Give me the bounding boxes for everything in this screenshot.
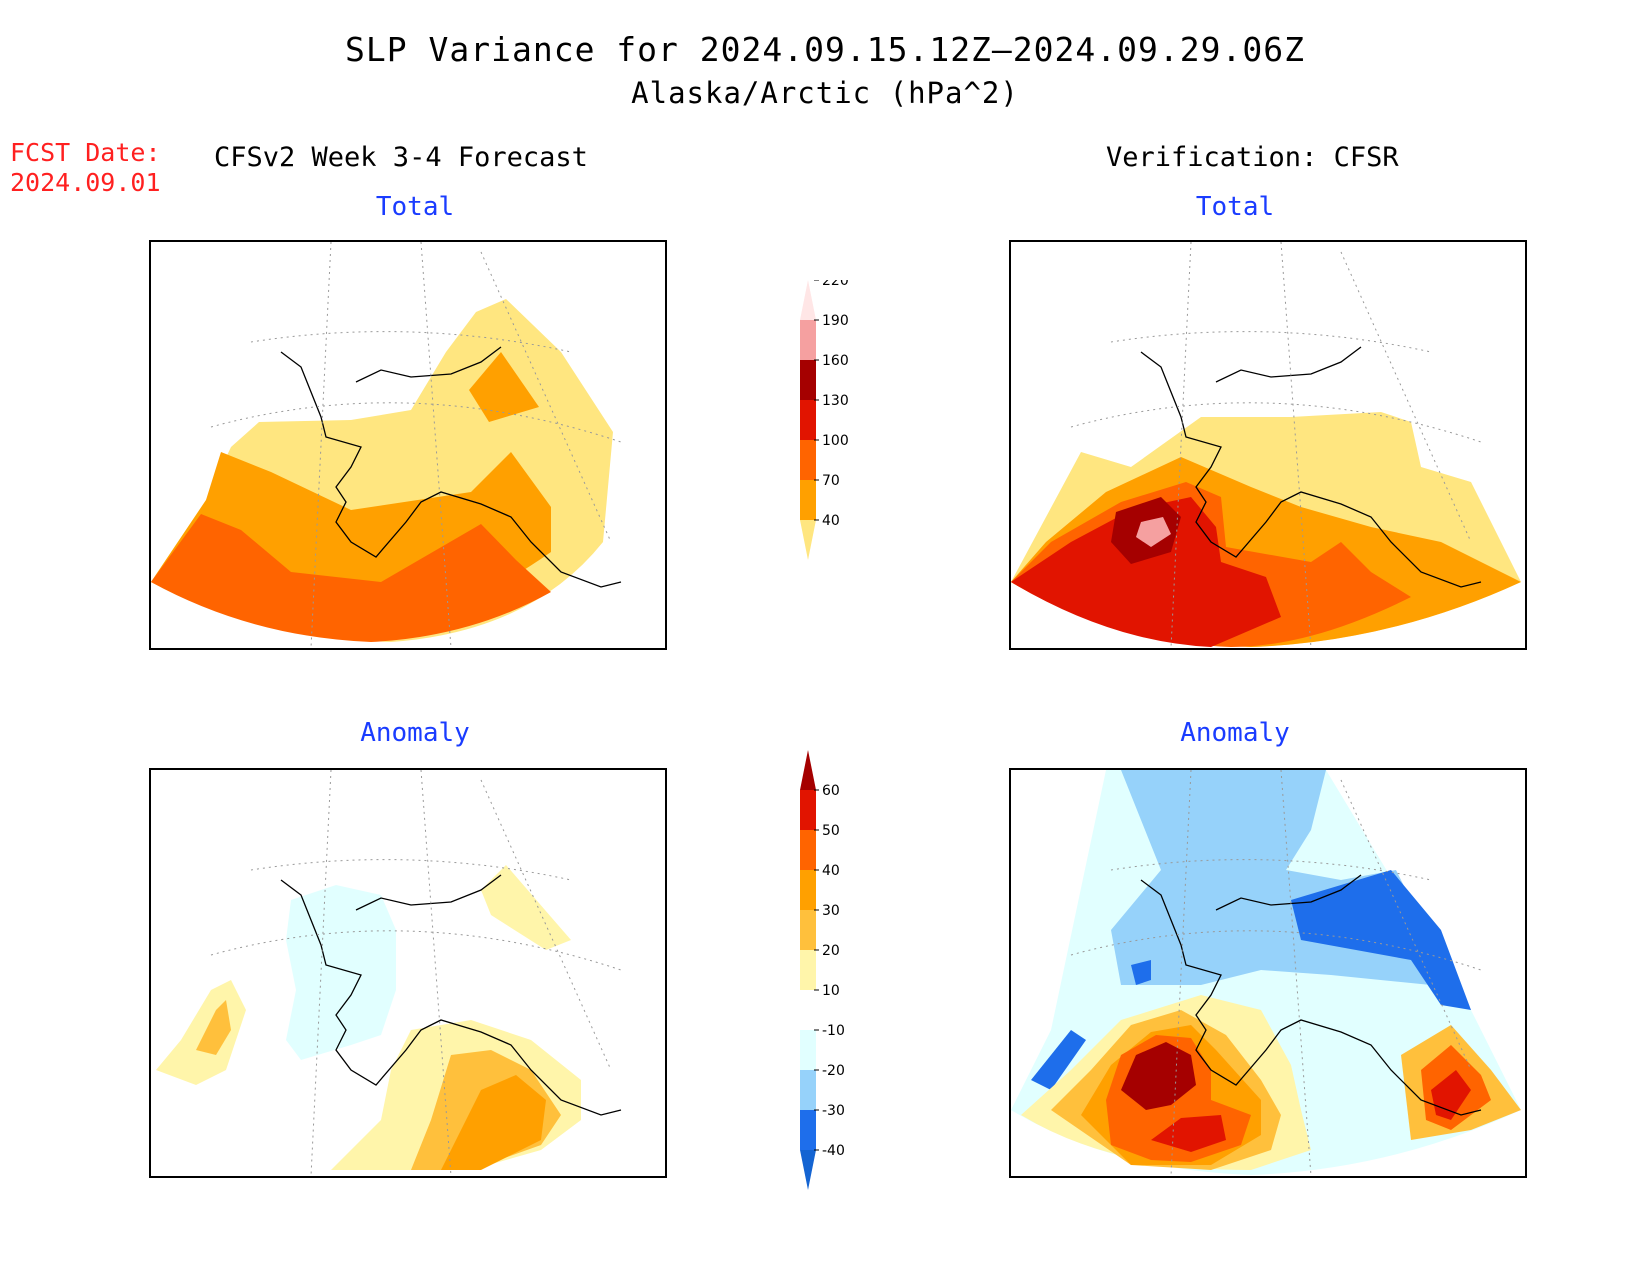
total-colorbar-swatch	[800, 320, 816, 360]
anomaly-colorbar-tick-label: 50	[822, 823, 840, 839]
verif-anomaly-title: Anomaly	[1180, 718, 1290, 748]
anomaly-colorbar-tick-label: 10	[822, 983, 840, 999]
fcst-anomaly-map	[149, 768, 667, 1178]
anomaly-colorbar-swatch	[800, 1070, 816, 1110]
total-colorbar-swatch	[800, 440, 816, 480]
anomaly-colorbar-tick-label: 40	[822, 863, 840, 879]
total-colorbar-swatch	[800, 400, 816, 440]
anomaly-colorbar-tick-label: -10	[822, 1023, 845, 1039]
anomaly-colorbar-swatch	[800, 790, 816, 830]
anomaly-colorbar-swatch	[800, 870, 816, 910]
fcst-total-map	[149, 240, 667, 650]
fcst-date-block: FCST Date: 2024.09.01	[10, 138, 161, 198]
anomaly-colorbar-swatch	[800, 830, 816, 870]
anomaly-colorbar-swatch	[800, 990, 816, 1030]
total-colorbar-swatch	[800, 280, 816, 320]
fcst-anomaly-title: Anomaly	[360, 718, 470, 748]
anomaly-colorbar-tick-label: 60	[822, 783, 840, 799]
anomaly-colorbar-tick-label: 20	[822, 943, 840, 959]
anomaly-colorbar-swatch	[800, 910, 816, 950]
anomaly-colorbar: -40 -30 -20 -10 10 20 30 40 50 60	[800, 750, 845, 1190]
fcst-date-value: 2024.09.01	[10, 168, 161, 197]
chart-subtitle: Alaska/Arctic (hPa^2)	[631, 76, 1019, 110]
total-colorbar-tick-label: 220	[822, 280, 849, 289]
total-colorbar-swatch	[800, 480, 816, 520]
total-colorbar-swatch	[800, 520, 816, 560]
total-colorbar-tick-label: 190	[822, 313, 849, 329]
total-colorbar-tick-label: 130	[822, 393, 849, 409]
anomaly-colorbar-tick-label: -30	[822, 1103, 845, 1119]
total-colorbar-tick-label: 40	[822, 513, 840, 529]
total-colorbar-swatch	[800, 360, 816, 400]
anomaly-colorbar-swatch	[800, 1150, 816, 1190]
forecast-column-heading: CFSv2 Week 3-4 Forecast	[214, 142, 588, 173]
anomaly-colorbar-swatch	[800, 750, 816, 790]
verif-anomaly-map	[1009, 768, 1527, 1178]
total-colorbar-tick-label: 100	[822, 433, 849, 449]
total-colorbar-tick-label: 70	[822, 473, 840, 489]
chart-title: SLP Variance for 2024.09.15.12Z—2024.09.…	[345, 30, 1305, 69]
verification-column-heading: Verification: CFSR	[1106, 142, 1399, 173]
total-colorbar: 40 70 100 130 160 190 220	[800, 280, 849, 560]
anomaly-colorbar-swatch	[800, 1110, 816, 1150]
anomaly-colorbar-tick-label: -40	[822, 1143, 845, 1159]
fcst-date-label: FCST Date:	[10, 138, 161, 167]
verif-total-map	[1009, 240, 1527, 650]
anomaly-colorbar-swatch	[800, 1030, 816, 1070]
total-colorbar-tick-label: 160	[822, 353, 849, 369]
anomaly-colorbar-tick-label: -20	[822, 1063, 845, 1079]
anomaly-colorbar-tick-label: 30	[822, 903, 840, 919]
fcst-total-title: Total	[375, 192, 455, 222]
verif-total-title: Total	[1195, 192, 1275, 222]
anomaly-colorbar-swatch	[800, 950, 816, 990]
